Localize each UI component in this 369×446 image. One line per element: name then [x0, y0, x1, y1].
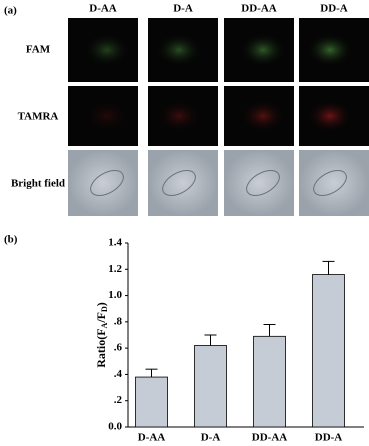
cell-outline — [246, 170, 280, 196]
column-header: D-A — [173, 3, 193, 15]
error-bar — [145, 368, 158, 378]
y-tick-label: .6 — [114, 342, 123, 354]
cell-outline — [90, 170, 124, 196]
y-label-part: /F — [94, 312, 108, 324]
row-label: FAM — [26, 44, 51, 56]
micrograph — [68, 150, 138, 216]
y-label-sub: D — [100, 306, 109, 312]
y-tick-label: 1.0 — [108, 289, 122, 301]
cell-signal — [241, 100, 285, 132]
y-axis-label: Ratio(FA/FD) — [94, 302, 109, 368]
cell-signal — [308, 100, 352, 132]
micrograph — [299, 150, 369, 216]
column-header: DD-AA — [241, 3, 276, 15]
y-tick-label: 0.0 — [108, 421, 122, 433]
column-header: DD-A — [320, 3, 348, 15]
error-bar — [263, 323, 276, 337]
cell-signal — [85, 34, 129, 66]
column-header: D-AA — [89, 3, 117, 15]
bar — [135, 376, 168, 428]
cell-outline — [313, 170, 347, 196]
x-tick-label: DD-AA — [252, 432, 287, 444]
y-label-part: ) — [94, 302, 108, 306]
x-tick-label: D-AA — [138, 432, 166, 444]
bar — [194, 345, 227, 428]
y-tick-label: .8 — [114, 315, 123, 327]
y-tick-label: 1.2 — [108, 263, 122, 275]
cell-signal — [308, 34, 352, 66]
error-bar — [322, 260, 335, 275]
row-label: TAMRA — [18, 111, 59, 123]
cell-signal — [157, 100, 201, 132]
micrograph — [224, 150, 294, 216]
y-label-part: Ratio(F — [94, 328, 108, 367]
y-tick-label: .2 — [114, 394, 123, 406]
micrograph — [148, 150, 218, 216]
cell-outline — [162, 170, 196, 196]
bar — [312, 274, 345, 428]
panel-label: (a) — [4, 5, 17, 17]
x-tick-label: DD-A — [315, 432, 343, 444]
panel-a: D-AA D-A DD-AA DD-A FAM TAMRA Bright field — [11, 3, 369, 216]
bar — [253, 335, 286, 428]
panel-label: (b) — [4, 234, 18, 246]
cell-signal — [85, 100, 129, 132]
row-label: Bright field — [11, 178, 65, 190]
cell-signal — [157, 34, 201, 66]
error-bar — [204, 334, 217, 346]
cell-signal — [241, 34, 285, 66]
y-tick-label: .4 — [114, 368, 123, 380]
x-tick-label: D-A — [201, 432, 221, 444]
y-tick-label: 1.4 — [108, 237, 122, 249]
y-label-sub: A — [100, 322, 109, 328]
